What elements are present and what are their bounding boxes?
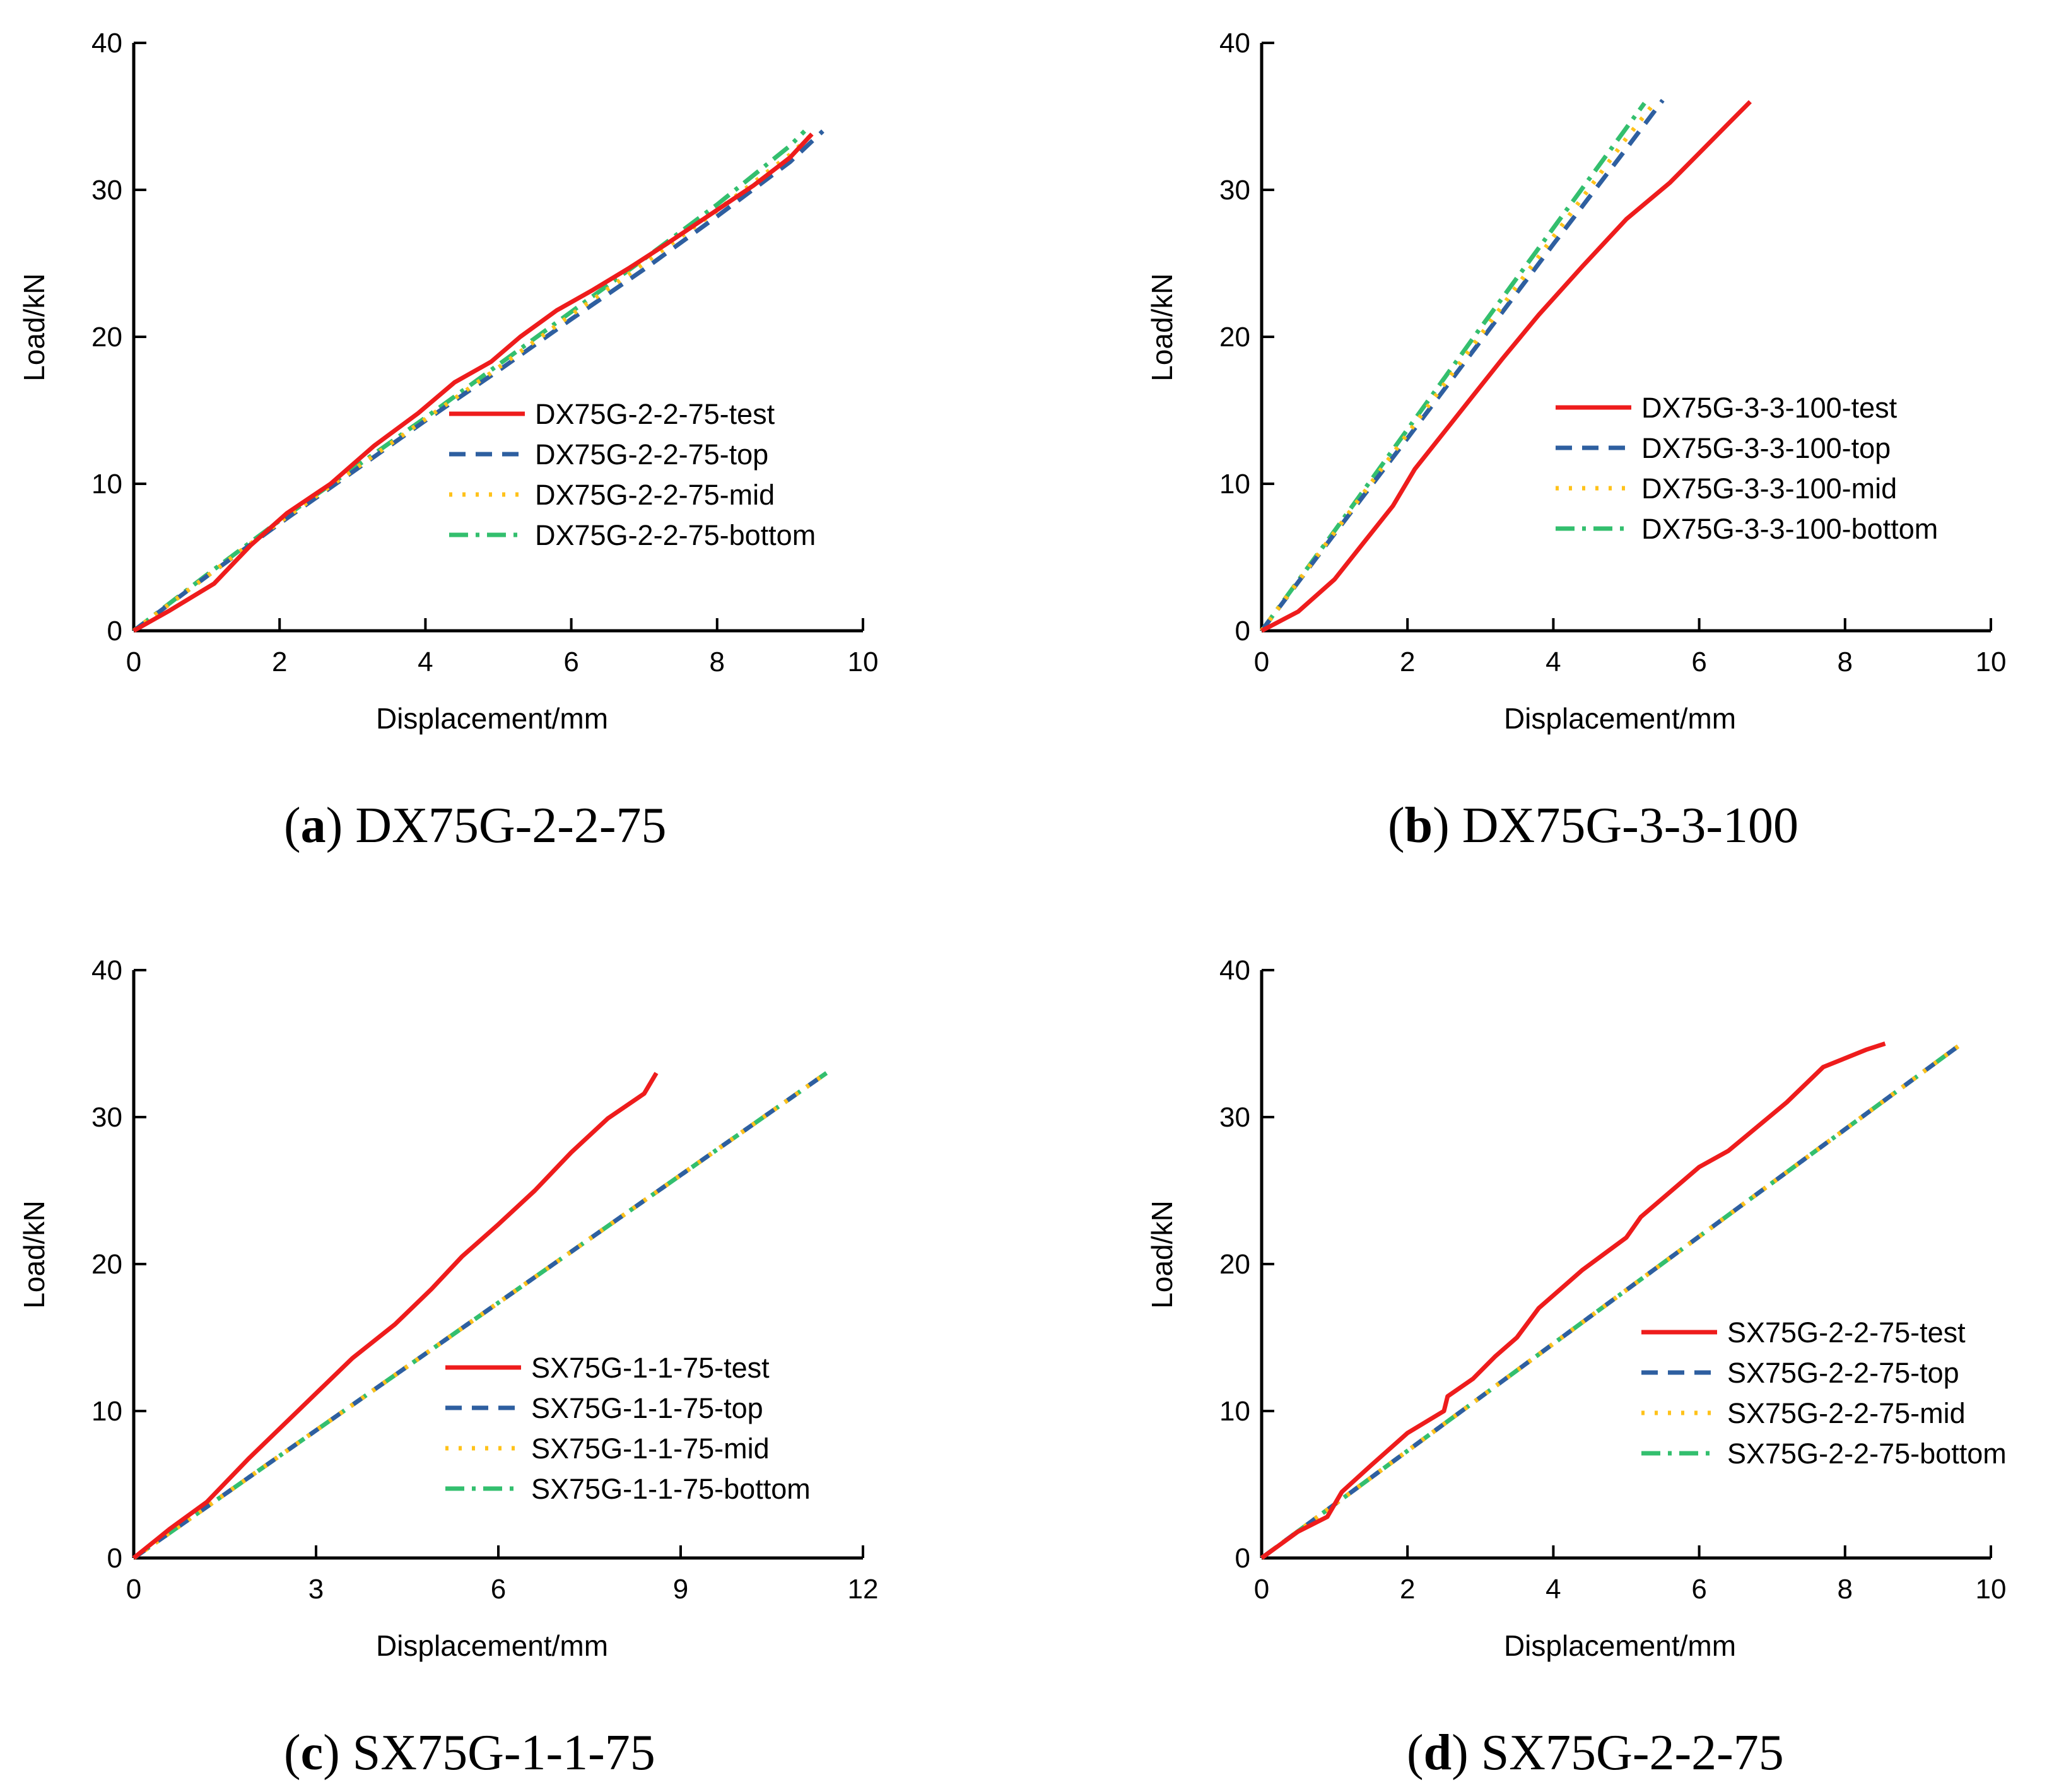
x-tick-label: 4 bbox=[1546, 647, 1561, 677]
y-tick-label: 40 bbox=[1219, 28, 1250, 59]
legend-label: DX75G-2-2-75-test bbox=[535, 398, 775, 430]
x-tick-label: 6 bbox=[563, 647, 578, 677]
y-tick-label: 30 bbox=[91, 175, 122, 206]
y-tick-label: 10 bbox=[1219, 1396, 1250, 1427]
legend-label: DX75G-3-3-100-top bbox=[1641, 432, 1891, 464]
y-tick-label: 40 bbox=[91, 28, 122, 59]
x-tick-label: 6 bbox=[1691, 647, 1706, 677]
x-tick-label: 6 bbox=[491, 1574, 506, 1605]
legend: SX75G-1-1-75-test SX75G-1-1-75-top SX75G-1… bbox=[445, 1352, 811, 1505]
legend-label: SX75G-2-2-75-bottom bbox=[1727, 1438, 2007, 1470]
series-line-test bbox=[1260, 1041, 1886, 1560]
y-tick-label: 10 bbox=[91, 469, 122, 500]
legend: DX75G-3-3-100-test DX75G-3-3-100-top DX75G… bbox=[1556, 392, 1938, 545]
x-tick-label: 8 bbox=[710, 647, 725, 677]
legend-label: SX75G-2-2-75-mid bbox=[1727, 1397, 1966, 1429]
series-line-bottom bbox=[1260, 102, 1646, 633]
x-tick-label: 0 bbox=[126, 647, 141, 677]
y-tick-label: 40 bbox=[1219, 955, 1250, 986]
y-axis-title: Load/kN bbox=[18, 273, 50, 381]
x-tick-label: 9 bbox=[673, 1574, 688, 1605]
y-tick-label: 10 bbox=[91, 1396, 122, 1427]
y-tick-label: 20 bbox=[1219, 322, 1250, 353]
x-axis-title: Displacement/mm bbox=[376, 702, 608, 735]
x-tick-label: 10 bbox=[1976, 647, 2007, 677]
y-axis-title: Load/kN bbox=[1146, 273, 1178, 381]
legend-label: SX75G-2-2-75-top bbox=[1727, 1357, 1959, 1389]
chart-panel-b: 0 2 4 6 8 10 0 10 20 30 40 Displacement/mm Load/kN DX… bbox=[1146, 28, 2006, 853]
y-tick-label: 0 bbox=[107, 1543, 122, 1574]
y-tick-label: 40 bbox=[91, 955, 122, 986]
legend-label: DX75G-2-2-75-top bbox=[535, 438, 768, 471]
x-tick-label: 2 bbox=[1400, 1574, 1415, 1605]
panel-caption: (d) SX75G-2-2-75 bbox=[1407, 1725, 1784, 1781]
y-tick-label: 20 bbox=[91, 1249, 122, 1280]
x-tick-label: 4 bbox=[418, 647, 433, 677]
series-line-mid bbox=[132, 1071, 828, 1560]
legend-label: SX75G-1-1-75-mid bbox=[531, 1432, 770, 1465]
x-tick-label: 0 bbox=[126, 1574, 141, 1605]
legend-label: SX75G-1-1-75-bottom bbox=[531, 1473, 811, 1505]
x-tick-label: 2 bbox=[272, 647, 287, 677]
panel-caption: (b) DX75G-3-3-100 bbox=[1388, 798, 1798, 853]
legend: DX75G-2-2-75-test DX75G-2-2-75-top DX75G-2… bbox=[449, 398, 816, 551]
x-tick-label: 8 bbox=[1838, 1574, 1853, 1605]
panel-caption: (a) DX75G-2-2-75 bbox=[284, 798, 667, 853]
x-tick-label: 3 bbox=[308, 1574, 324, 1605]
y-axis-title: Load/kN bbox=[1146, 1200, 1178, 1308]
y-tick-label: 30 bbox=[1219, 175, 1250, 206]
x-tick-label: 0 bbox=[1254, 1574, 1269, 1605]
y-tick-label: 30 bbox=[91, 1102, 122, 1133]
legend-label: SX75G-1-1-75-top bbox=[531, 1392, 763, 1424]
series-line-test bbox=[132, 132, 814, 633]
x-tick-label: 8 bbox=[1838, 647, 1853, 677]
legend-label: DX75G-2-2-75-bottom bbox=[535, 519, 816, 551]
legend: SX75G-2-2-75-test SX75G-2-2-75-top SX75G-2… bbox=[1641, 1316, 2007, 1470]
legend-label: DX75G-3-3-100-test bbox=[1641, 392, 1898, 424]
x-axis-title: Displacement/mm bbox=[1504, 702, 1736, 735]
x-tick-label: 12 bbox=[848, 1574, 879, 1605]
series-line-test bbox=[1260, 100, 1752, 633]
x-tick-label: 0 bbox=[1254, 647, 1269, 677]
chart-panel-c: 0 3 6 9 12 0 10 20 30 40 Displacement/mm Load/kN SX7… bbox=[18, 955, 878, 1781]
x-tick-label: 6 bbox=[1691, 1574, 1706, 1605]
chart-panel-a: 0 2 4 6 8 10 0 10 20 30 40 Displacement/mm Load/kN DX… bbox=[18, 28, 878, 853]
y-axis-title: Load/kN bbox=[18, 1200, 50, 1308]
series-line-bottom bbox=[132, 129, 806, 633]
legend-label: DX75G-2-2-75-mid bbox=[535, 479, 775, 511]
y-tick-label: 20 bbox=[91, 322, 122, 353]
x-tick-label: 10 bbox=[848, 647, 879, 677]
legend-label: SX75G-2-2-75-test bbox=[1727, 1316, 1966, 1349]
x-axis-title: Displacement/mm bbox=[376, 1629, 608, 1662]
series-line-test bbox=[132, 1072, 659, 1560]
chart-panel-d: 0 2 4 6 8 10 0 10 20 30 40 Displacement/mm Load/kN SX… bbox=[1146, 955, 2007, 1781]
legend-label: DX75G-3-3-100-mid bbox=[1641, 472, 1897, 505]
series-line-top bbox=[1260, 98, 1665, 633]
series-line-top bbox=[132, 129, 824, 633]
y-tick-label: 0 bbox=[107, 616, 122, 647]
x-tick-label: 4 bbox=[1546, 1574, 1561, 1605]
legend-label: DX75G-3-3-100-bottom bbox=[1641, 513, 1938, 545]
legend-label: SX75G-1-1-75-test bbox=[531, 1352, 770, 1384]
series-line-mid bbox=[1260, 100, 1657, 633]
x-tick-label: 10 bbox=[1976, 1574, 2007, 1605]
y-tick-label: 0 bbox=[1235, 1543, 1250, 1574]
y-tick-label: 30 bbox=[1219, 1102, 1250, 1133]
panel-caption: (c) SX75G-1-1-75 bbox=[284, 1725, 655, 1781]
x-tick-label: 2 bbox=[1400, 647, 1415, 677]
y-tick-label: 10 bbox=[1219, 469, 1250, 500]
x-axis-title: Displacement/mm bbox=[1504, 1629, 1736, 1662]
y-tick-label: 0 bbox=[1235, 616, 1250, 647]
series-line-top bbox=[1260, 1041, 1963, 1560]
y-tick-label: 20 bbox=[1219, 1249, 1250, 1280]
